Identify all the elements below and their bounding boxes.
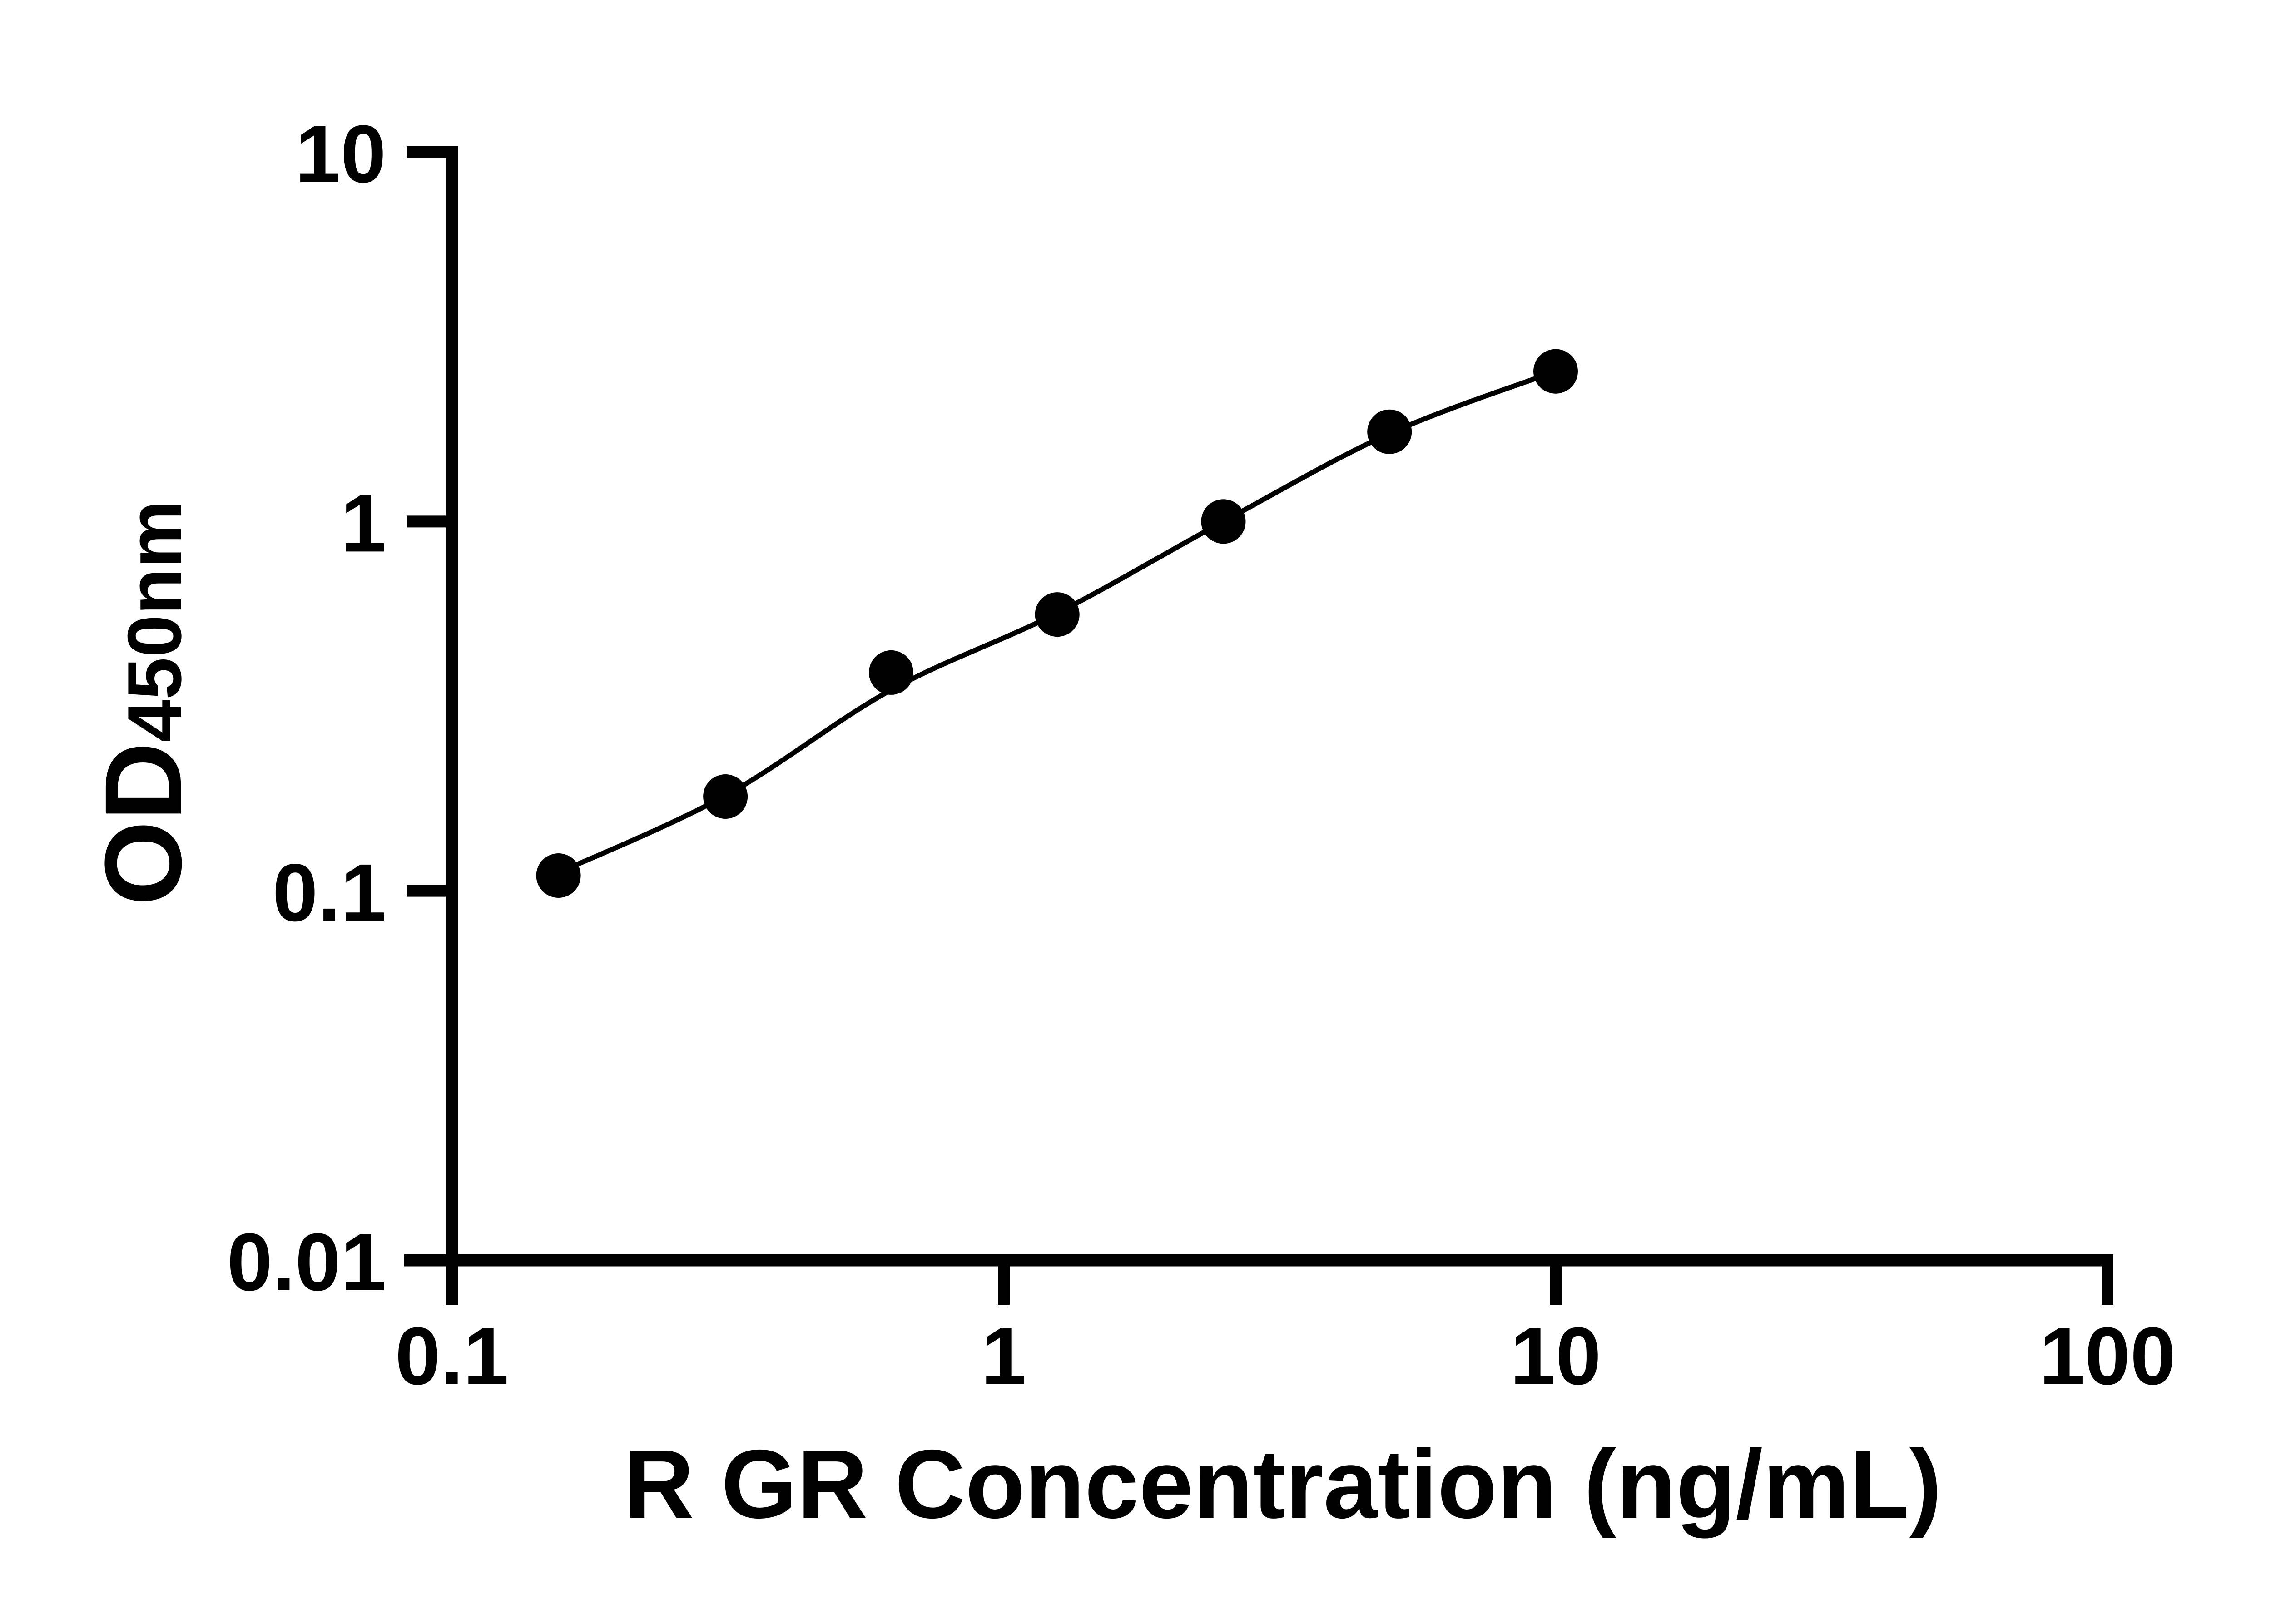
y-axis-title-subscript: 450nm [112, 500, 197, 743]
x-tick-label: 0.1 [395, 1311, 509, 1402]
data-point [1533, 349, 1578, 394]
y-tick-label: 0.01 [227, 1217, 386, 1308]
x-tick-label: 100 [2039, 1311, 2176, 1402]
data-point [1367, 409, 1412, 454]
y-axis-title: OD450nm [82, 500, 204, 906]
y-tick-label: 10 [295, 109, 386, 200]
data-point [703, 774, 748, 819]
y-tick-label: 0.1 [273, 847, 386, 939]
x-axis-title: R GR Concentration (ng/mL) [623, 1429, 1942, 1539]
data-point [1201, 499, 1246, 544]
data-point [869, 650, 913, 695]
y-tick-label: 1 [341, 478, 386, 569]
y-axis-title-main: OD [82, 742, 204, 906]
x-tick-label: 1 [981, 1311, 1026, 1402]
x-tick-label: 10 [1510, 1311, 1601, 1402]
data-point [1035, 592, 1080, 637]
data-point [536, 853, 581, 898]
